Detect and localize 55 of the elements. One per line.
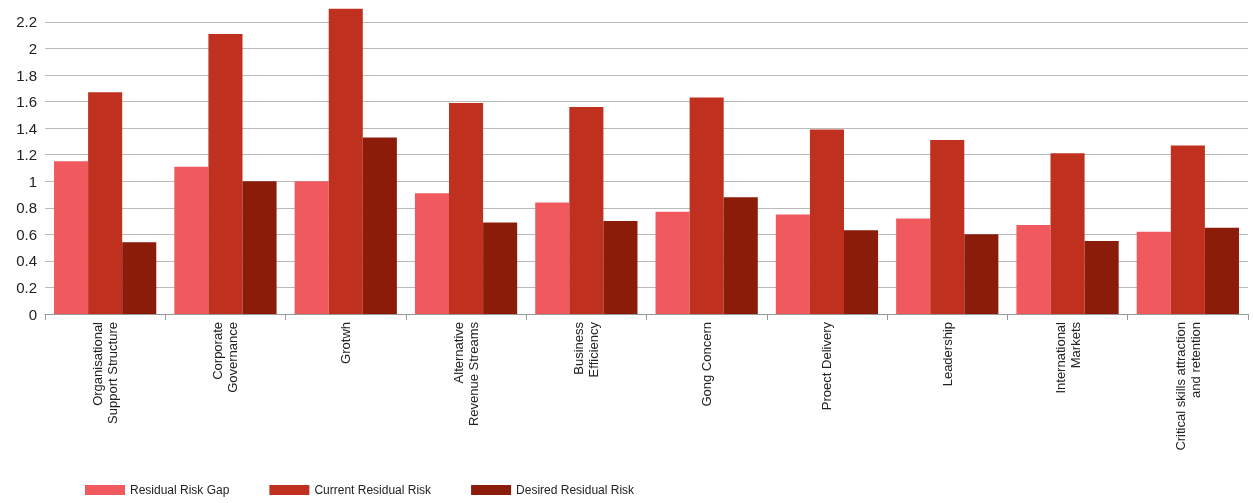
y-tick-label: 0.6 (16, 225, 37, 243)
y-tick-label: 0.8 (16, 199, 37, 217)
bar (122, 242, 157, 314)
bar (1050, 153, 1085, 314)
bar (208, 33, 243, 314)
y-tick-label: 2.2 (16, 13, 37, 31)
y-tick-label: 1.6 (16, 93, 37, 111)
bar (809, 129, 844, 314)
bar (88, 92, 123, 314)
y-tick-label: 0 (28, 305, 37, 323)
bar (569, 106, 604, 314)
bar (964, 234, 999, 314)
bar (414, 193, 450, 314)
bar (54, 161, 89, 314)
bar (896, 218, 931, 314)
bar (603, 221, 638, 314)
bar (449, 102, 484, 314)
y-tick-label: 1.8 (16, 66, 37, 84)
x-tick-label: Proect Delivery (819, 321, 835, 411)
x-tick-label: Alternative Revenue Streams (451, 321, 482, 427)
y-tick-label: 1.4 (16, 119, 37, 137)
bar (775, 214, 810, 314)
x-tick-label: Gong Concern (699, 322, 715, 407)
y-tick-label: 1.2 (16, 146, 37, 164)
bar (1170, 145, 1205, 314)
y-tick-label: 0.2 (16, 278, 37, 296)
bar (843, 230, 879, 314)
bar (1204, 227, 1239, 314)
bar (723, 197, 758, 314)
bar (1136, 231, 1171, 314)
bar (294, 181, 329, 314)
x-tick-label: Organisational Support Structure (90, 321, 121, 424)
bar (1016, 225, 1051, 314)
y-tick-label: 2 (28, 39, 37, 57)
bar (930, 140, 965, 314)
bar (655, 211, 690, 314)
x-tick-label: International Markets (1052, 321, 1083, 394)
bar (362, 137, 397, 314)
legend-label: Desired Residual Risk (516, 483, 636, 497)
bar (242, 181, 277, 314)
bar (328, 8, 363, 314)
bar (535, 202, 570, 314)
y-tick-label: 0.4 (16, 252, 37, 270)
x-tick-label: Leadership (939, 322, 955, 387)
bar (1084, 240, 1119, 314)
bar (483, 222, 518, 314)
x-tick-label: Grotwh (338, 322, 354, 364)
x-tick-label: Critical skills attraction and retention (1172, 322, 1203, 451)
bar (174, 166, 209, 314)
legend-label: Residual Risk Gap (130, 483, 230, 497)
x-tick-label: Corporate Governance (210, 322, 241, 393)
legend-label: Current Residual Risk (314, 483, 433, 497)
y-tick-label: 1 (28, 172, 37, 190)
bar (689, 97, 724, 314)
x-tick-label: Business Efficiency (571, 321, 602, 378)
